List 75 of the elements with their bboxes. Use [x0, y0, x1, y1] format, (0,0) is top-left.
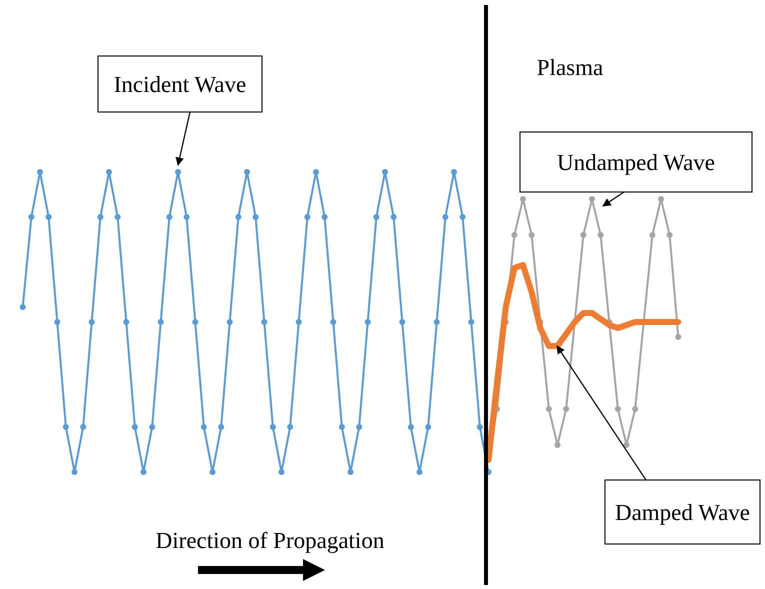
point — [546, 406, 552, 412]
point — [624, 442, 630, 448]
point — [675, 334, 682, 340]
point — [434, 319, 440, 325]
point — [658, 196, 664, 202]
point — [88, 319, 95, 325]
point — [270, 424, 276, 430]
point — [184, 214, 190, 220]
point — [123, 319, 130, 325]
point — [614, 406, 621, 412]
point — [632, 406, 638, 412]
point — [348, 469, 354, 475]
point — [442, 214, 448, 220]
point — [666, 232, 673, 238]
point — [278, 469, 284, 475]
point — [580, 232, 586, 238]
point — [80, 424, 86, 430]
point — [322, 214, 328, 220]
point — [20, 304, 26, 310]
point — [649, 232, 656, 238]
point — [106, 169, 112, 175]
point — [563, 406, 570, 412]
point — [330, 319, 336, 325]
point — [158, 319, 164, 325]
point — [589, 196, 595, 202]
point — [140, 469, 146, 475]
point — [46, 214, 52, 220]
annotation: Undamped Wave — [556, 150, 716, 175]
point — [451, 169, 457, 175]
point — [528, 232, 535, 238]
point — [149, 424, 156, 430]
point — [72, 469, 78, 475]
point — [399, 319, 406, 325]
point — [37, 169, 43, 175]
point — [382, 169, 388, 175]
point — [235, 214, 242, 220]
point — [244, 169, 250, 175]
point — [296, 319, 302, 325]
point — [132, 424, 138, 430]
text: Damped Wave — [614, 500, 750, 525]
point — [408, 424, 414, 430]
point — [460, 214, 466, 220]
point — [373, 214, 380, 220]
point — [166, 214, 172, 220]
point — [192, 319, 198, 325]
point — [226, 319, 233, 325]
point — [28, 214, 34, 220]
point — [304, 214, 310, 220]
point — [338, 424, 345, 430]
point — [54, 319, 60, 325]
point — [520, 196, 526, 202]
point — [97, 214, 104, 220]
point — [364, 319, 371, 325]
point — [511, 232, 518, 238]
text: Plasma — [536, 55, 604, 80]
point — [476, 424, 483, 430]
point — [313, 169, 319, 175]
point — [287, 424, 294, 430]
point — [390, 214, 397, 220]
point — [425, 424, 432, 430]
point — [210, 469, 216, 475]
point — [114, 214, 121, 220]
point — [252, 214, 259, 220]
text: Direction of Propagation — [156, 528, 385, 553]
point — [468, 319, 474, 325]
point — [200, 424, 207, 430]
text: Incident Wave — [114, 72, 246, 97]
point — [554, 442, 560, 448]
point — [175, 169, 181, 175]
point — [598, 232, 604, 238]
point — [218, 424, 224, 430]
point — [261, 319, 268, 325]
point — [62, 424, 69, 430]
point — [356, 424, 362, 430]
point — [416, 469, 422, 475]
